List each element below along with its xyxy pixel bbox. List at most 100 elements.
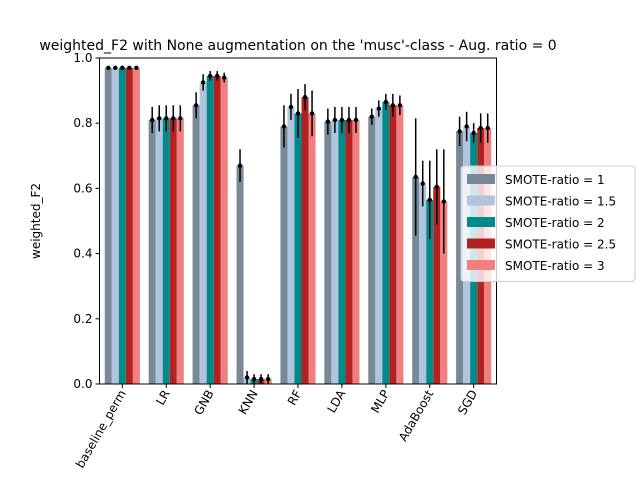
y-tick-label: 0.2: [73, 312, 92, 326]
y-tick-label: 0.8: [73, 116, 92, 130]
legend-swatch: [467, 174, 495, 184]
legend-swatch: [467, 217, 495, 227]
bar: [104, 67, 112, 384]
mean-point: [237, 163, 243, 168]
mean-point: [120, 65, 125, 70]
mean-point: [193, 103, 199, 108]
bar: [176, 118, 184, 384]
bar: [162, 118, 170, 384]
bar: [433, 186, 441, 384]
bar: [118, 67, 126, 384]
legend-swatch: [467, 195, 495, 206]
bar: [324, 121, 332, 384]
bar: [206, 75, 214, 385]
legend-swatch: [467, 260, 495, 270]
legend-frame: [460, 165, 636, 282]
mean-point: [288, 104, 294, 110]
bar: [440, 201, 448, 384]
mean-point: [471, 130, 476, 136]
bar: [213, 75, 221, 385]
bar: [352, 119, 360, 384]
mean-point: [397, 103, 403, 108]
mean-point: [265, 376, 271, 382]
y-axis: 0.0 0.2 0.4 0.6 0.8 1.0: [73, 51, 100, 391]
x-tick-label: AdaBoost: [396, 387, 437, 443]
mean-point: [149, 117, 155, 123]
mean-point: [281, 124, 287, 129]
mean-point: [339, 117, 345, 123]
x-tick-label: baseline_perm: [73, 388, 129, 471]
bar: [236, 165, 244, 384]
bar: [301, 97, 309, 385]
bar-group: [104, 67, 492, 385]
mean-point: [295, 111, 301, 116]
bar: [192, 105, 200, 385]
chart-title: weighted_F2 with None augmentation on th…: [39, 38, 556, 54]
mean-point: [214, 73, 220, 79]
mean-point: [171, 116, 176, 121]
bar: [111, 67, 119, 384]
y-tick-label: 1.0: [73, 51, 92, 65]
x-tick-label: LDA: [324, 387, 348, 415]
legend-label: SMOTE-ratio = 2.5: [505, 238, 616, 252]
error-bar-group: [106, 65, 490, 384]
bar: [287, 106, 295, 385]
mean-point: [258, 376, 264, 382]
legend-label: SMOTE-ratio = 1: [505, 173, 605, 187]
x-tick-label: MLP: [368, 388, 392, 416]
y-tick-label: 0.0: [73, 377, 92, 391]
y-tick-label: 0.4: [73, 247, 92, 261]
mean-point: [369, 114, 374, 119]
x-tick-label: KNN: [236, 388, 261, 417]
bar: [345, 119, 353, 384]
legend-label: SMOTE-ratio = 2: [505, 216, 605, 230]
x-tick-label: SGD: [455, 388, 480, 418]
bar: [389, 105, 397, 385]
bar: [148, 119, 156, 384]
mean-point: [420, 181, 425, 186]
bar: [169, 118, 177, 384]
x-tick-label: RF: [285, 387, 305, 407]
bar: [382, 102, 390, 384]
y-axis-label: weighted_F2: [29, 183, 43, 259]
mean-point: [113, 65, 118, 70]
bar: [412, 176, 420, 384]
mean-point: [434, 184, 439, 189]
x-tick-label: GNB: [191, 388, 216, 418]
mean-point: [164, 116, 169, 121]
mean-point: [427, 197, 432, 203]
legend-swatch: [467, 238, 495, 249]
mean-point: [244, 375, 250, 380]
y-tick-label: 0.6: [73, 181, 92, 195]
bar: [338, 119, 346, 384]
bar: [132, 67, 140, 384]
mean-point: [353, 117, 359, 123]
bar: [419, 183, 427, 384]
bar: [280, 126, 288, 385]
mean-point: [457, 129, 462, 134]
bar: [125, 67, 133, 384]
x-tick-label: LR: [153, 388, 173, 408]
mean-point: [383, 99, 389, 105]
bar: [426, 199, 434, 384]
legend-label: SMOTE-ratio = 1.5: [505, 195, 616, 209]
mean-point: [376, 106, 382, 111]
bar: [199, 82, 207, 384]
legend: SMOTE-ratio = 1 SMOTE-ratio = 1.5 SMOTE-ra…: [460, 165, 636, 282]
bar: [331, 119, 339, 384]
mean-point: [302, 94, 308, 100]
mean-point: [157, 116, 162, 121]
mean-point: [325, 119, 331, 124]
bar: [368, 116, 376, 385]
legend-label: SMOTE-ratio = 3: [505, 259, 605, 273]
mean-point: [222, 75, 227, 80]
bar: [375, 108, 383, 384]
bar: [308, 113, 316, 385]
bar: [396, 105, 404, 385]
mean-point: [178, 116, 183, 121]
mean-point: [309, 111, 315, 116]
mean-point: [207, 73, 213, 79]
x-axis: baseline_perm LR GNB KNN RF LDA MLP AdaBoost SGD: [73, 384, 480, 470]
mean-point: [390, 103, 396, 108]
